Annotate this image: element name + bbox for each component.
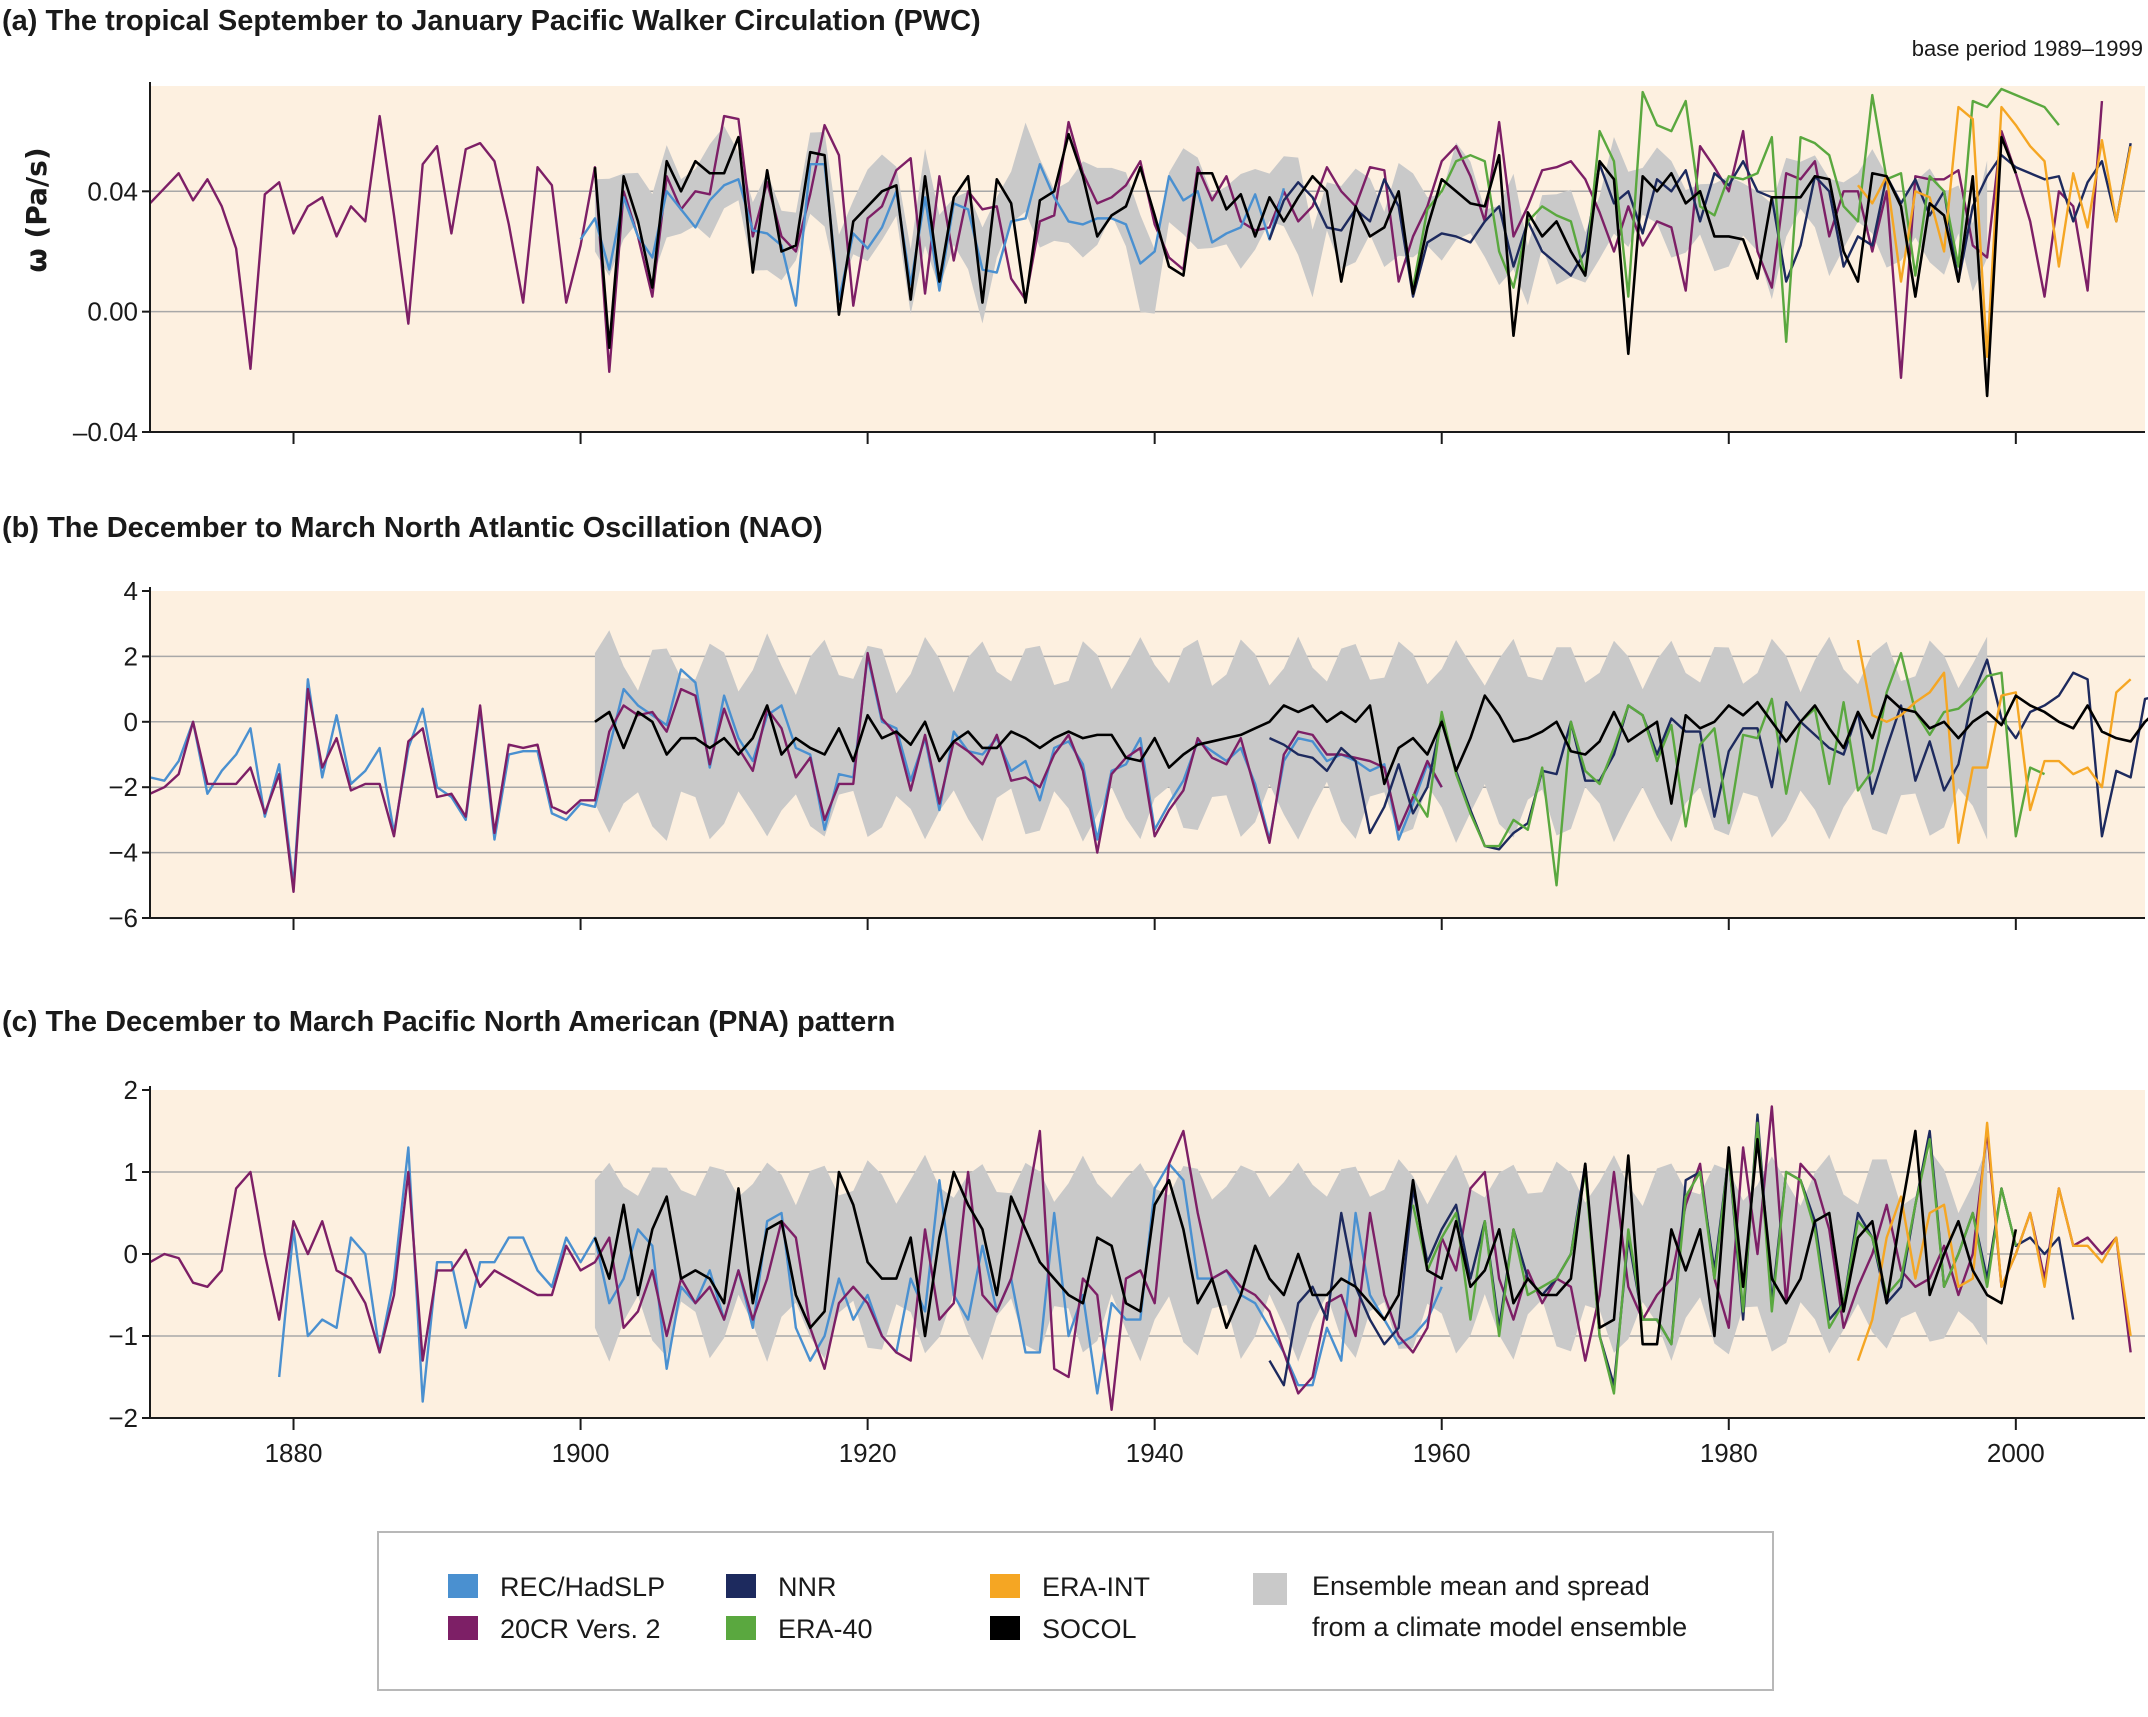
y-tick-label: –0.04 — [73, 417, 138, 447]
legend-label-era-40: ERA-40 — [778, 1614, 873, 1644]
panel-a-plot: 0.04 0.00 –0.04 — [73, 82, 2145, 447]
series-line-era-int — [1856, 639, 2132, 844]
legend-label-20cr-vers-2: 20CR Vers. 2 — [500, 1614, 661, 1644]
y-tick-label: 1 — [124, 1157, 138, 1187]
x-tick-label: 1940 — [1126, 1438, 1184, 1468]
series-line-20cr-vers-2 — [149, 1105, 2132, 1412]
y-tick-label: −2 — [108, 772, 138, 802]
series-line-socol — [593, 1129, 2018, 1346]
y-tick-label: −1 — [108, 1321, 138, 1351]
y-tick-label: 0.00 — [87, 297, 138, 327]
series-line-era-40 — [1411, 87, 2060, 343]
legend-swatch-socol — [990, 1616, 1020, 1640]
series-line-rec-hadslp — [149, 655, 1443, 887]
series-line-20cr-vers-2 — [149, 651, 1443, 894]
series-line-era-int — [1856, 1121, 2132, 1361]
legend-label-era-int: ERA-INT — [1042, 1572, 1150, 1602]
series-line-era-40 — [1412, 651, 2046, 887]
y-tick-label: 0 — [124, 707, 138, 737]
panel-c-plot: 2 1 0 −1 −2 1880 1900 1920 1940 1960 1980 2000 — [108, 1075, 2145, 1468]
series-line-era-int — [1857, 105, 2132, 358]
legend-box — [377, 1531, 1774, 1691]
legend-label-ensemble-line-1: Ensemble mean and spread — [1312, 1571, 1650, 1601]
x-tick-label: 1920 — [839, 1438, 897, 1468]
series-line-socol — [594, 694, 2148, 805]
legend-swatch-nnr — [726, 1574, 756, 1598]
legend-swatch-20cr-vers-2 — [448, 1616, 478, 1640]
legend-swatch-rec-hadslp — [448, 1574, 478, 1598]
y-tick-label: 4 — [124, 576, 138, 606]
series-line-era-40 — [1411, 1121, 2017, 1395]
y-tick-label: 0.04 — [87, 176, 138, 206]
series-line-socol — [593, 132, 2018, 398]
x-tick-label: 1880 — [265, 1438, 323, 1468]
x-tick-label: 2000 — [1987, 1438, 2045, 1468]
panel-b-plot: 4 2 0 −2 −4 −6 — [108, 576, 2148, 933]
legend-swatch-era-int — [990, 1574, 1020, 1598]
legend-label-ensemble-line-2: from a climate model ensemble — [1312, 1612, 1687, 1642]
series-line-20cr-vers-2 — [149, 100, 2104, 380]
panel-b-title: (b) The December to March North Atlantic… — [2, 512, 823, 544]
x-tick-label: 1980 — [1700, 1438, 1758, 1468]
legend: REC/HadSLP 20CR Vers. 2 NNR ERA-40 ERA-INT SO… — [377, 1531, 1774, 1691]
panel-c-title: (c) The December to March Pacific North … — [2, 1006, 895, 1038]
legend-items: REC/HadSLP 20CR Vers. 2 NNR ERA-40 ERA-INT SO… — [448, 1572, 1150, 1644]
x-tick-label: 1900 — [552, 1438, 610, 1468]
y-tick-label: −6 — [108, 903, 138, 933]
y-tick-label: 2 — [124, 1075, 138, 1105]
legend-label-nnr: NNR — [778, 1572, 837, 1602]
y-tick-label: −4 — [108, 838, 138, 868]
y-tick-label: −2 — [108, 1403, 138, 1433]
legend-swatch-era-40 — [726, 1616, 756, 1640]
panel-a-title: (a) The tropical September to January Pa… — [2, 5, 981, 37]
series-line-rec-hadslp — [579, 163, 1286, 307]
series-line-nnr — [1268, 142, 2132, 298]
legend-label-rec-hadslp: REC/HadSLP — [500, 1572, 665, 1602]
panel-a-y-axis-label: ω (Pa/s) — [20, 147, 53, 272]
y-tick-label: 0 — [124, 1239, 138, 1269]
legend-label-socol: SOCOL — [1042, 1614, 1137, 1644]
x-tick-label: 1960 — [1413, 1438, 1471, 1468]
y-tick-label: 2 — [124, 641, 138, 671]
panel-a-base-period-note: base period 1989–1999 — [1912, 36, 2143, 61]
legend-swatch-ensemble — [1253, 1573, 1287, 1605]
series-line-rec-hadslp — [277, 1146, 1443, 1403]
